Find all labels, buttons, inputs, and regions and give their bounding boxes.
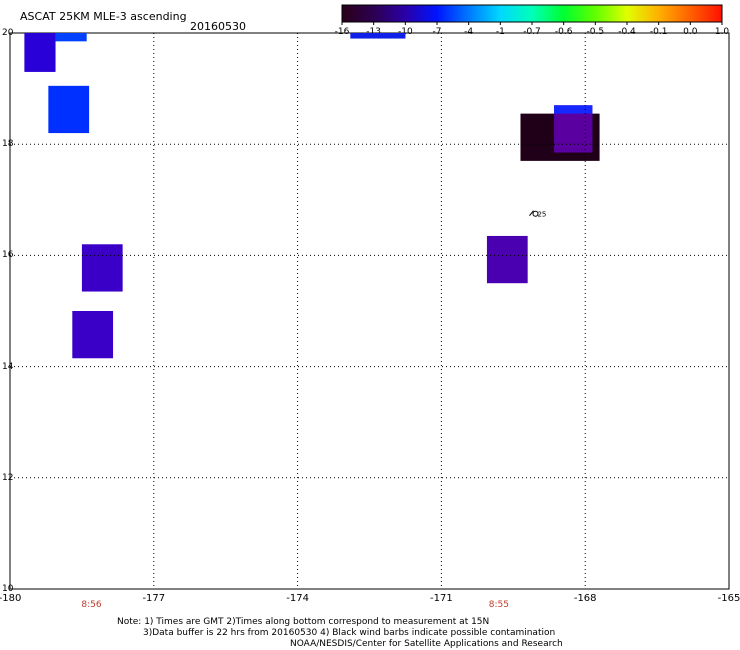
x-tick-label: -165 [717, 593, 740, 604]
data-cell [81, 244, 123, 292]
colorbar [341, 4, 723, 25]
colorbar-label: -10 [397, 27, 413, 37]
colorbar-label: -0.4 [618, 27, 636, 37]
colorbar-label: -7 [432, 27, 442, 37]
map-date: 20160530 [190, 20, 246, 33]
x-tick-label: -171 [430, 593, 453, 604]
x-tick-label: -168 [573, 593, 597, 604]
y-tick-label: 14 [2, 361, 14, 372]
colorbar-label: -16 [334, 27, 350, 37]
note-line-2: 3)Data buffer is 22 hrs from 20160530 4)… [143, 628, 556, 638]
data-cell [55, 33, 87, 42]
colorbar-label: -0.5 [586, 27, 605, 37]
colorbar-label: -13 [366, 27, 382, 37]
y-tick-label: 18 [2, 139, 14, 150]
x-tick-label: -177 [142, 593, 166, 604]
colorbar-label: -1 [495, 27, 505, 37]
y-tick-label: 20 [2, 28, 14, 38]
colorbar-label: -4 [464, 27, 474, 37]
svg-text:25: 25 [537, 211, 546, 219]
note-line-1: Note: 1) Times are GMT 2)Times along bot… [117, 617, 490, 627]
data-cell [72, 311, 114, 359]
colorbar-label: -0.6 [554, 27, 573, 37]
y-tick-label: 12 [2, 472, 14, 483]
data-cell [350, 33, 406, 39]
plot-border [9, 32, 730, 590]
x-tick-label: -174 [286, 593, 309, 604]
data-cell [48, 85, 90, 134]
data-cell [554, 105, 593, 114]
colorbar-label: 0.0 [683, 27, 698, 37]
colorbar-label: -0.7 [523, 27, 541, 37]
map-title: ASCAT 25KM MLE-3 ascending [20, 10, 187, 23]
time-label: 8:56 [81, 600, 102, 610]
x-tick-label: -180 [0, 593, 22, 604]
data-cell [24, 33, 56, 72]
y-tick-label: 10 [2, 584, 14, 594]
time-label: 8:55 [488, 600, 510, 610]
note-line-3: NOAA/NESDIS/Center for Satellite Applica… [290, 639, 563, 649]
data-cell [486, 235, 528, 284]
colorbar-label: 1.0 [714, 27, 730, 37]
colorbar-label: -0.1 [649, 27, 668, 37]
y-tick-label: 16 [2, 250, 14, 261]
wind-barb: 25 [529, 210, 546, 219]
